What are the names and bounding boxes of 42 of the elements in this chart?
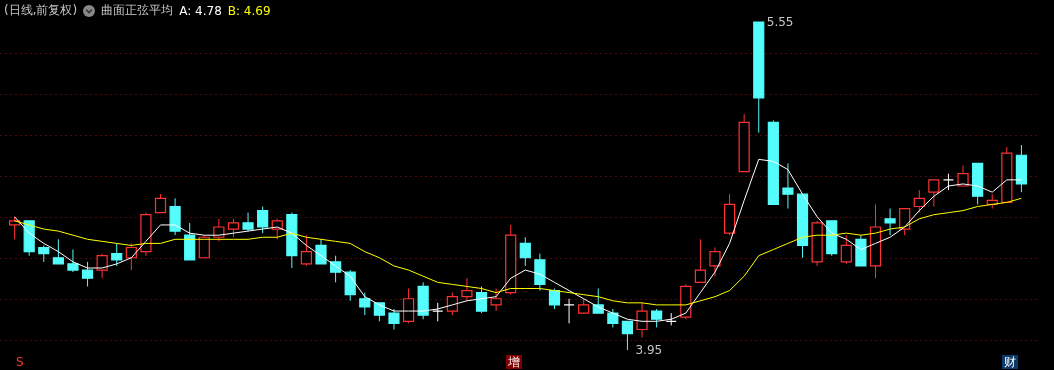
candlestick: [388, 308, 400, 330]
candlestick: [300, 234, 313, 267]
candlestick: [111, 242, 123, 267]
annotation: 5.55: [766, 15, 794, 29]
candlestick: [636, 302, 648, 339]
candlestick: [840, 234, 852, 265]
candlestick: [548, 288, 561, 310]
chart-title: (日线,前复权): [4, 2, 78, 19]
text: 财: [1002, 355, 1018, 369]
candlestick: [651, 308, 663, 328]
legend-title: 曲面正弦平均: [101, 2, 174, 19]
text: S: [15, 355, 25, 369]
candlestick: [198, 234, 210, 259]
candlestick: [913, 189, 925, 214]
candlestick: [782, 162, 794, 210]
text: A: 4.78: [179, 3, 222, 18]
candlestick: [52, 238, 64, 265]
candlestick: [67, 249, 79, 273]
candlestick: [490, 288, 502, 312]
candlestick: [242, 212, 254, 232]
candlestick: [446, 292, 458, 316]
candlestick: [519, 236, 531, 267]
candlestick: [475, 285, 488, 314]
candlestick: [257, 206, 269, 234]
candlestick: [884, 208, 896, 236]
candlestick: [563, 298, 575, 324]
candlestick: [227, 218, 240, 238]
candlestick: [154, 193, 167, 214]
candlestick: [96, 253, 108, 279]
candlestick: [315, 238, 327, 265]
candlestick: [621, 320, 634, 351]
candlestick: [709, 247, 721, 277]
annotation: 3.95: [635, 343, 663, 357]
text: B: 4.69: [227, 3, 271, 18]
candlestick: [461, 277, 473, 302]
candlestick: [694, 238, 706, 283]
candlestick: [344, 269, 356, 302]
candlestick: [607, 308, 619, 328]
candlestick: [928, 179, 940, 207]
candlestick: [81, 261, 94, 287]
candlestick: [359, 292, 371, 316]
text: 增: [505, 355, 522, 369]
